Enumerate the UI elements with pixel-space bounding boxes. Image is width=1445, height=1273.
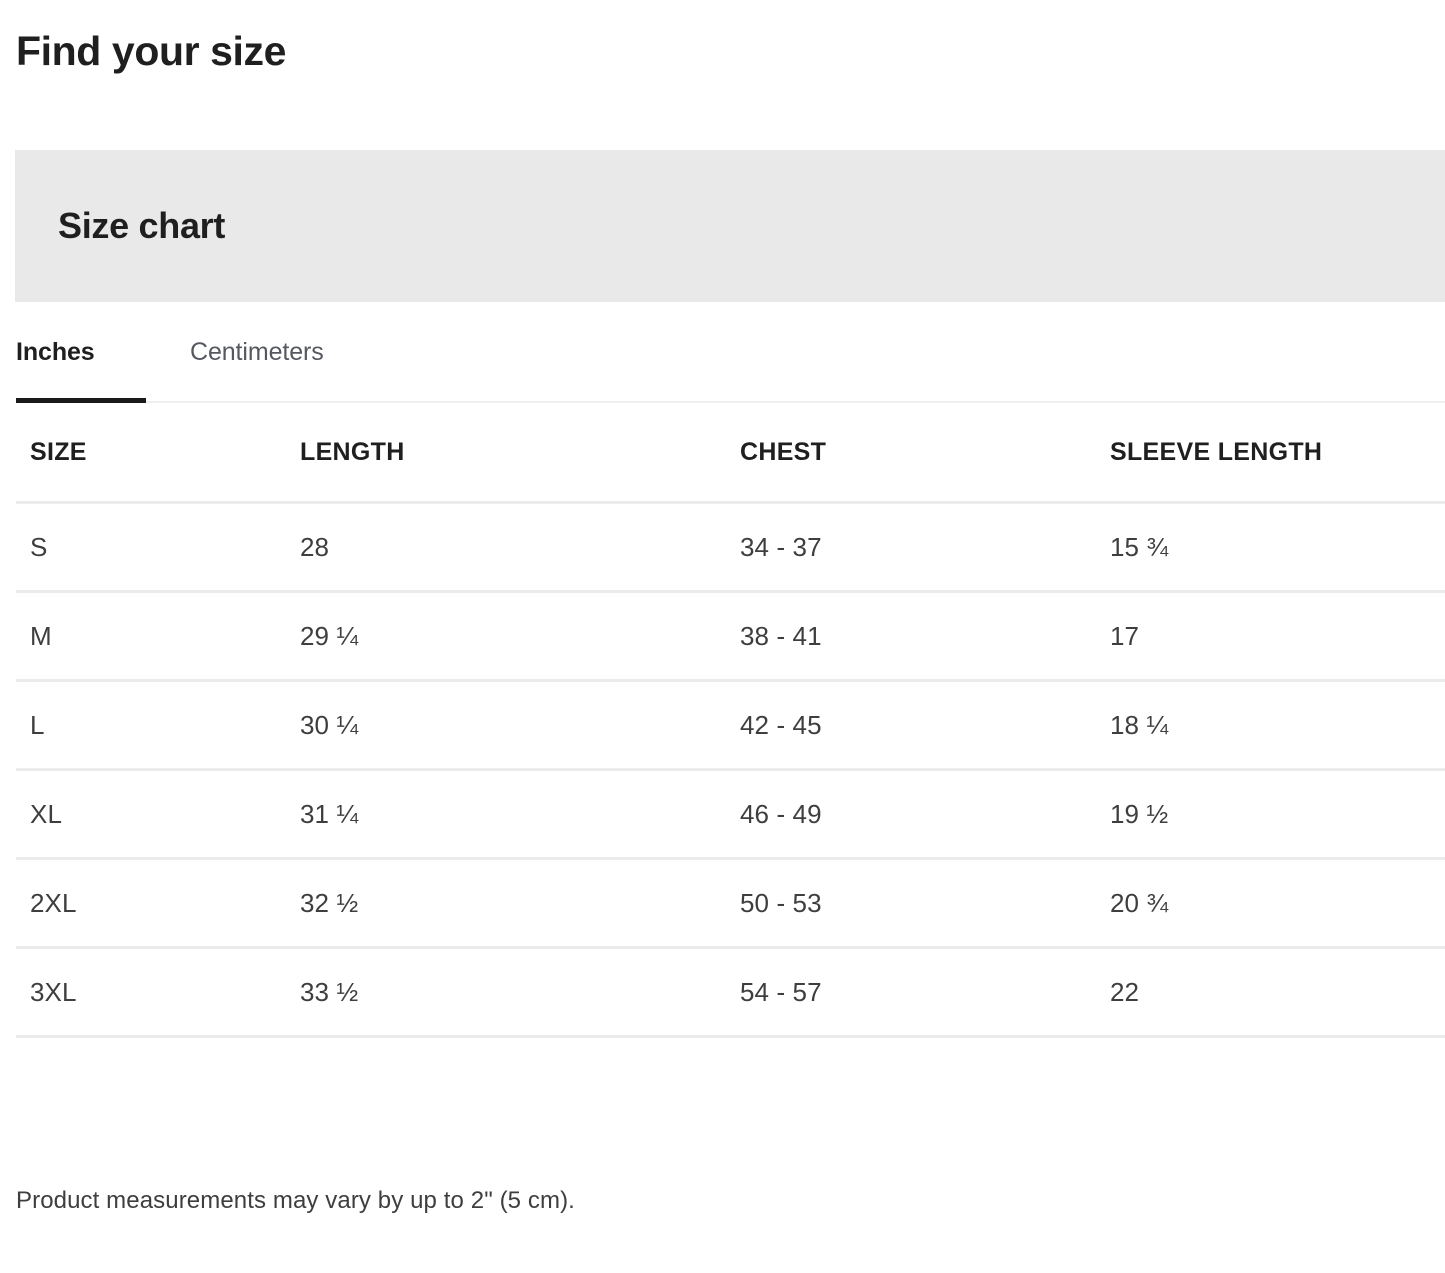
cell-chest: 38 - 41 bbox=[728, 591, 1099, 682]
table-row: 3XL 33 ½ 54 - 57 22 bbox=[16, 947, 1445, 1038]
measurement-disclaimer: Product measurements may vary by up to 2… bbox=[16, 1187, 575, 1214]
size-chart-table: SIZE LENGTH CHEST SLEEVE LENGTH S 28 34 … bbox=[16, 415, 1445, 1038]
tab-centimeters[interactable]: Centimeters bbox=[190, 331, 324, 395]
cell-sleeve-length: 17 bbox=[1099, 591, 1445, 682]
cell-chest: 46 - 49 bbox=[728, 769, 1099, 860]
tab-inches[interactable]: Inches bbox=[16, 331, 95, 395]
cell-length: 32 ½ bbox=[286, 858, 728, 949]
table-header-row: SIZE LENGTH CHEST SLEEVE LENGTH bbox=[16, 415, 1445, 504]
cell-length: 31 ¼ bbox=[286, 769, 728, 860]
cell-sleeve-length: 15 ¾ bbox=[1099, 502, 1445, 593]
page-title: Find your size bbox=[16, 28, 287, 74]
table-row: M 29 ¼ 38 - 41 17 bbox=[16, 591, 1445, 682]
cell-chest: 42 - 45 bbox=[728, 680, 1099, 771]
active-tab-indicator bbox=[16, 398, 146, 403]
cell-size: S bbox=[16, 502, 286, 593]
cell-chest: 34 - 37 bbox=[728, 502, 1099, 593]
table-row: XL 31 ¼ 46 - 49 19 ½ bbox=[16, 769, 1445, 860]
cell-length: 28 bbox=[286, 502, 728, 593]
size-chart-banner: Size chart bbox=[15, 150, 1445, 302]
column-header-length: LENGTH bbox=[286, 415, 728, 504]
cell-sleeve-length: 20 ¾ bbox=[1099, 858, 1445, 949]
cell-length: 33 ½ bbox=[286, 947, 728, 1038]
cell-chest: 50 - 53 bbox=[728, 858, 1099, 949]
cell-length: 29 ¼ bbox=[286, 591, 728, 682]
cell-size: 3XL bbox=[16, 947, 286, 1038]
cell-size: XL bbox=[16, 769, 286, 860]
unit-tabs: Inches Centimeters bbox=[16, 331, 1445, 403]
column-header-sleeve-length: SLEEVE LENGTH bbox=[1099, 415, 1445, 504]
column-header-chest: CHEST bbox=[728, 415, 1099, 504]
cell-size: L bbox=[16, 680, 286, 771]
column-header-size: SIZE bbox=[16, 415, 286, 504]
cell-size: M bbox=[16, 591, 286, 682]
cell-sleeve-length: 18 ¼ bbox=[1099, 680, 1445, 771]
table-row: S 28 34 - 37 15 ¾ bbox=[16, 502, 1445, 593]
cell-sleeve-length: 19 ½ bbox=[1099, 769, 1445, 860]
table-row: 2XL 32 ½ 50 - 53 20 ¾ bbox=[16, 858, 1445, 949]
cell-length: 30 ¼ bbox=[286, 680, 728, 771]
table-row: L 30 ¼ 42 - 45 18 ¼ bbox=[16, 680, 1445, 771]
cell-sleeve-length: 22 bbox=[1099, 947, 1445, 1038]
cell-chest: 54 - 57 bbox=[728, 947, 1099, 1038]
size-chart-banner-title: Size chart bbox=[58, 205, 226, 246]
cell-size: 2XL bbox=[16, 858, 286, 949]
